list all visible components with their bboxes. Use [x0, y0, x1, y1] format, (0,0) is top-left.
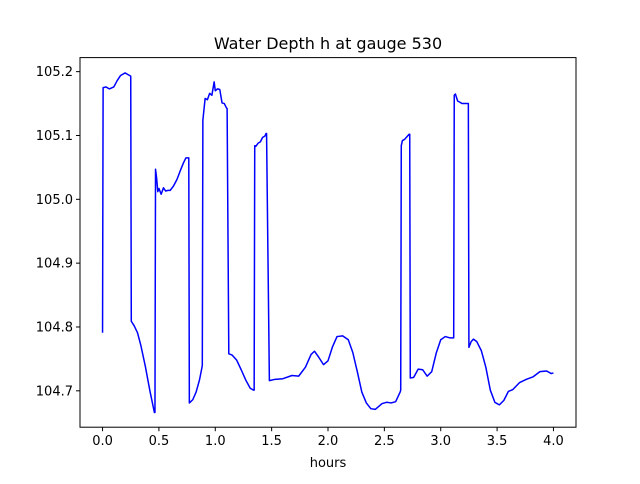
y-tick-label: 105.0: [36, 193, 73, 208]
x-tick-label: 2.5: [374, 434, 395, 449]
x-tick-label: 0.5: [149, 434, 170, 449]
x-tick-label: 1.0: [205, 434, 226, 449]
x-axis: 0.0 0.5 1.0 1.5 2.0 2.5 3.0 3.5 4.0: [92, 427, 564, 449]
plot-area: [101, 72, 554, 414]
y-tick-label: 104.8: [36, 320, 73, 335]
series-line-0: [101, 72, 554, 414]
chart-title: Water Depth h at gauge 530: [214, 34, 442, 53]
y-tick-label: 104.9: [36, 257, 73, 272]
x-tick-label: 2.0: [318, 434, 339, 449]
y-tick-label: 104.7: [36, 384, 73, 399]
x-tick-label: 0.0: [92, 434, 113, 449]
x-tick-label: 4.0: [543, 434, 564, 449]
x-tick-label: 3.0: [430, 434, 451, 449]
y-axis: 104.7 104.8 104.9 105.0 105.1 105.2: [36, 65, 80, 399]
x-tick-label: 1.5: [261, 434, 282, 449]
x-axis-label: hours: [310, 456, 347, 471]
y-tick-label: 105.2: [36, 65, 73, 80]
y-tick-label: 105.1: [36, 129, 73, 144]
x-tick-label: 3.5: [487, 434, 508, 449]
